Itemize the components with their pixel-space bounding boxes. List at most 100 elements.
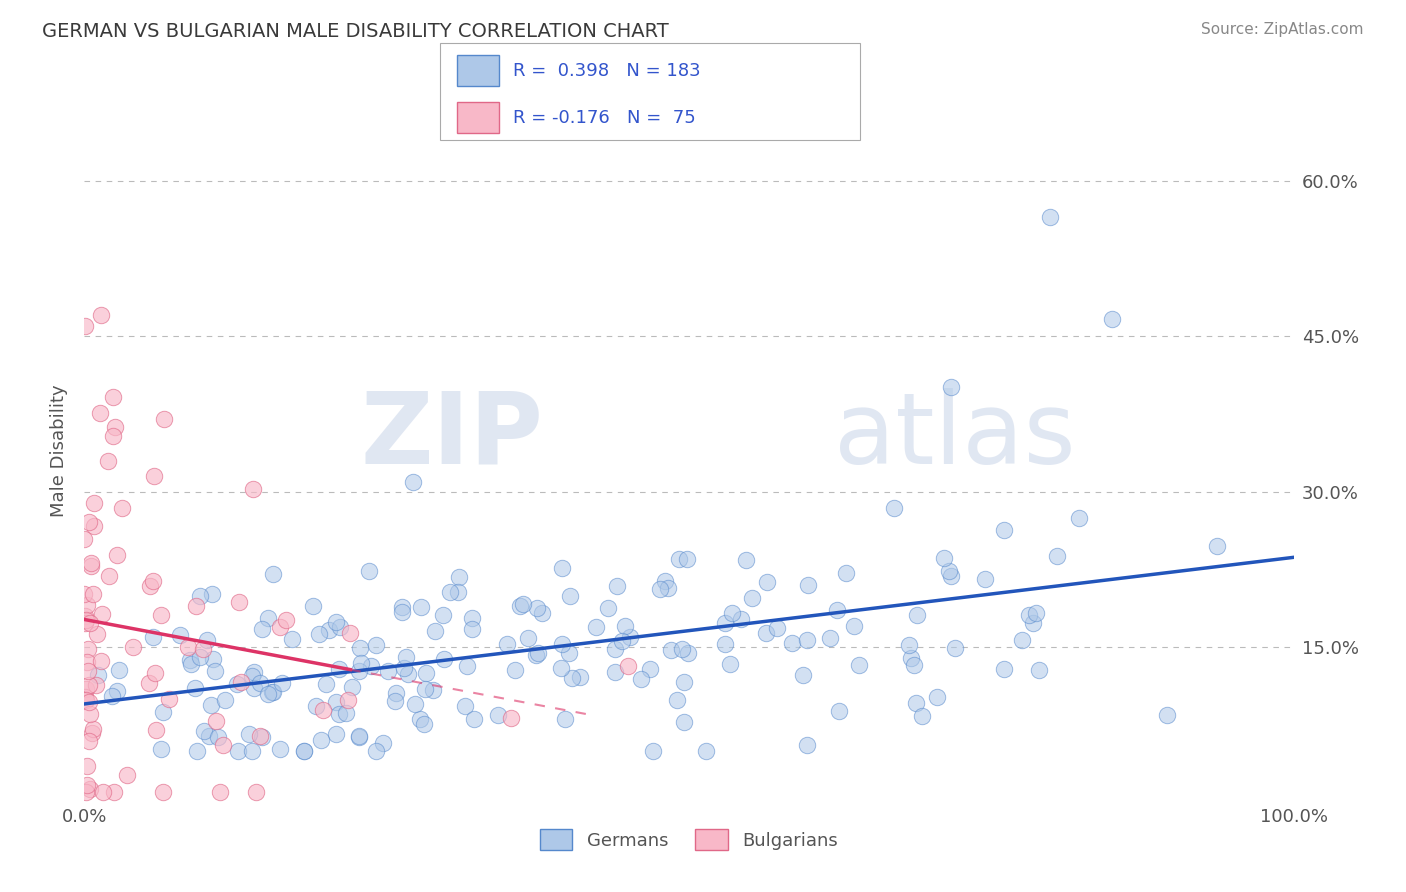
Point [439,585,461,599]
Point [115,768,138,782]
Point [568,670,591,684]
Point [77,664,100,678]
Point [932,550,955,565]
Point [142,469,165,483]
Point [79,556,101,570]
Point [340,680,363,694]
Text: atlas: atlas [834,388,1076,485]
Point [903,658,925,673]
Point [193,723,215,738]
Point [240,669,263,683]
Point [551,637,574,651]
Point [605,579,627,593]
Point [517,631,540,645]
Point [262,567,284,582]
Point [186,744,208,758]
Point [90,655,112,669]
Point [107,683,129,698]
Point [328,707,350,722]
Point [103,785,125,799]
Point [336,693,359,707]
Point [150,742,173,756]
Point [1067,511,1090,525]
Point [673,675,696,690]
Point [75,693,97,707]
Point [373,736,395,750]
Point [76,778,98,792]
Point [1022,615,1045,630]
Point [412,717,434,731]
Point [551,561,574,575]
Point [339,625,361,640]
Point [526,601,548,615]
Point [122,640,145,654]
Point [76,759,98,773]
Point [820,631,842,645]
Point [447,585,470,599]
Point [145,723,167,737]
Text: GERMAN VS BULGARIAN MALE DISABILITY CORRELATION CHART: GERMAN VS BULGARIAN MALE DISABILITY CORR… [42,22,669,41]
Point [461,611,484,625]
Point [425,624,447,638]
Point [169,628,191,642]
Point [228,594,250,608]
Point [558,646,581,660]
Point [413,681,436,696]
Point [835,566,858,581]
Point [782,636,804,650]
Point [672,714,695,729]
Point [911,709,934,723]
Point [198,730,221,744]
Point [391,600,413,615]
Point [260,685,283,699]
Point [347,730,370,744]
Point [828,704,851,718]
Point [617,659,640,673]
Point [993,524,1015,538]
Point [325,695,347,709]
Point [925,690,948,704]
Point [242,665,264,679]
Point [714,615,737,630]
Point [1205,539,1227,553]
Point [897,638,920,652]
Point [204,664,226,678]
Point [86,626,108,640]
Point [79,695,101,709]
Point [325,615,347,629]
Point [463,712,485,726]
Point [650,582,672,596]
Point [695,744,717,758]
Point [152,705,174,719]
Point [80,558,103,573]
Text: R =  0.398   N = 183: R = 0.398 N = 183 [513,62,700,79]
Point [396,667,419,681]
Point [501,710,523,724]
Point [292,744,315,758]
Point [103,429,125,443]
Point [82,587,104,601]
Point [75,690,97,704]
Point [73,319,96,334]
Text: R = -0.176   N =  75: R = -0.176 N = 75 [513,109,696,127]
Point [422,683,444,698]
Point [97,453,120,467]
Point [797,577,820,591]
Point [350,657,373,671]
Point [755,625,778,640]
Point [842,618,865,632]
Point [328,662,350,676]
Point [792,668,814,682]
Point [180,657,202,672]
Point [402,475,425,489]
Point [80,726,103,740]
Point [526,646,548,660]
Point [142,630,165,644]
Point [461,622,484,636]
Point [240,744,263,758]
Point [1046,549,1069,563]
Point [630,673,652,687]
Point [252,730,274,744]
Point [105,548,128,562]
Point [79,706,101,721]
